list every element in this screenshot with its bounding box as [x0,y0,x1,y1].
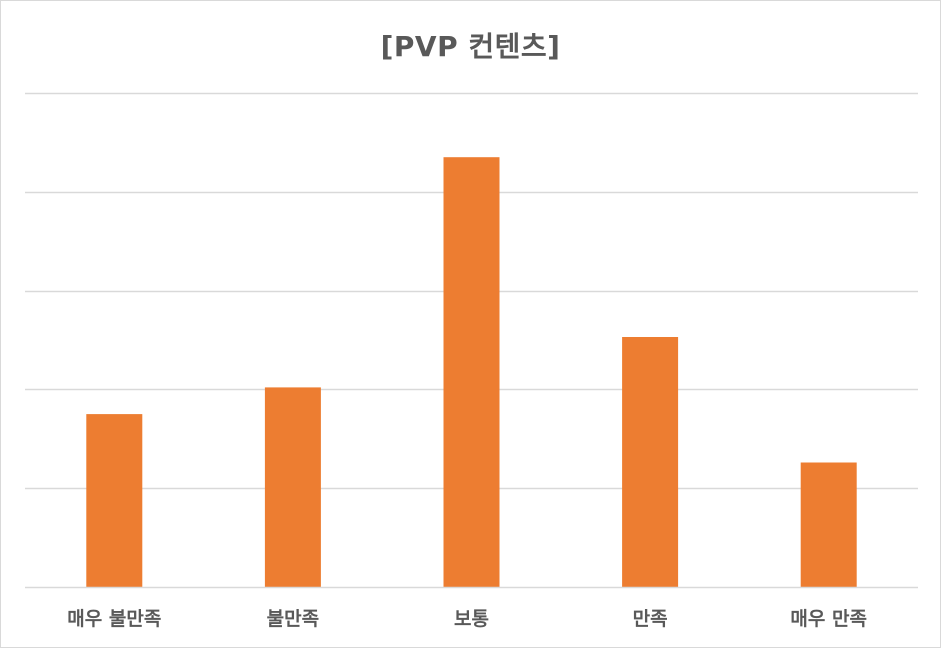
bar-4 [622,337,679,587]
x-axis-category-label: 만족 [633,608,668,630]
bar-5 [800,462,857,587]
x-axis-category-label: 보통 [454,608,489,630]
x-axis-category-label: 매우 만족 [790,608,867,630]
x-axis-category-label: 매우 불만족 [67,608,161,630]
bar-1 [86,414,143,587]
bar-2 [264,387,321,587]
bar-3 [443,157,500,587]
chart-title: [PVP 컨텐츠] [380,30,561,63]
x-axis-category-label: 불만족 [267,608,319,630]
